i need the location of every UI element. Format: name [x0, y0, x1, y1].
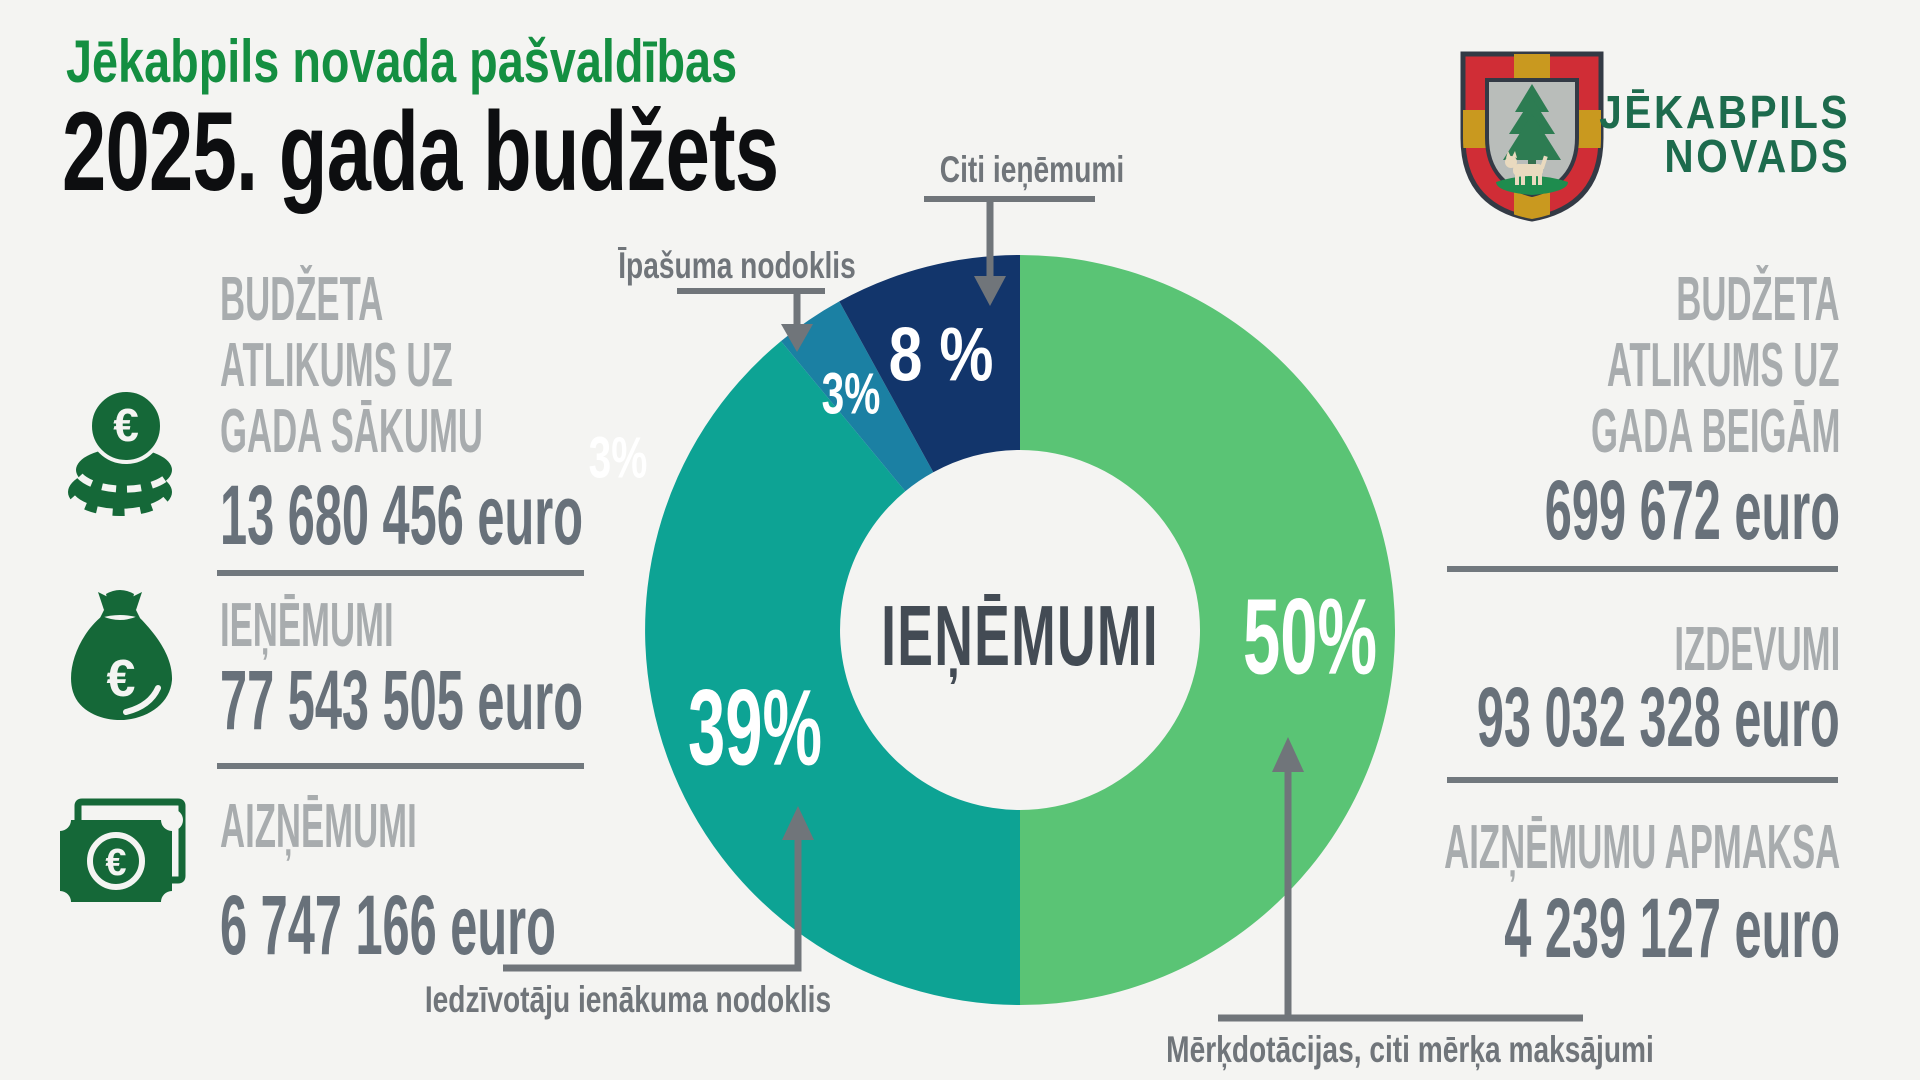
left-item-3-value: 6 747 166 euro [220, 878, 556, 972]
right-item-1-value: 699 672 euro [1544, 463, 1840, 557]
annotation-ipasuma-nodoklis: Īpašuma nodoklis [618, 245, 856, 286]
page-title: 2025. gada budžets [62, 89, 779, 214]
callout-underline [677, 288, 825, 294]
lynx-figure [1505, 151, 1548, 185]
right-item-2-value: 93 032 328 euro [1477, 670, 1840, 764]
arrowheads [781, 276, 1304, 840]
annotation-citi-ienemumi: Citi ieņēmumi [939, 149, 1125, 190]
slice-label-50: 50% [1242, 575, 1378, 697]
left-item-1-value: 13 680 456 euro [220, 468, 583, 562]
left-item-3-label: AIZŅĒMUMI [220, 792, 417, 861]
annotation-merkdotacijas: Mērķdotācijas, citi mērķa maksājumi [1166, 1029, 1654, 1070]
page-subtitle: Jēkabpils novada pašvaldības [66, 28, 738, 95]
callout-underline [924, 196, 1095, 202]
arrowhead-down [974, 276, 1006, 306]
right-item-1-label: BUDŽETA ATLIKUMS UZ GADA BEIGĀM [1590, 265, 1840, 466]
annotation-iedzivotaju-nodoklis: Iedzīvotāju ienākuma nodoklis [424, 979, 832, 1020]
arrowhead-up [782, 806, 814, 840]
logo-line-2: NOVADS [1663, 130, 1850, 182]
euro-symbol: € [107, 650, 136, 708]
right-item-2-label: IZDEVUMI [1674, 615, 1840, 684]
slice-citi-ienemumi [839, 255, 1020, 473]
slice-label-39: 39% [687, 666, 823, 788]
coins-icon: € [68, 388, 172, 517]
slice-merkdotacijas [1020, 255, 1395, 1005]
callout-arrows [503, 202, 1583, 1022]
euro-symbol: € [105, 842, 126, 884]
right-item-3-value: 4 239 127 euro [1504, 881, 1840, 975]
slice-iedzivotaju-nodoklis [645, 341, 1020, 1006]
slice-ipasuma-nodoklis [781, 301, 934, 492]
slice-label-8: 8 % [888, 312, 994, 398]
arrow-merkdotacijas [1218, 768, 1583, 1022]
banknote-icon: € [60, 798, 186, 910]
right-item-3-label: AIZŅĒMUMU APMAKSA [1443, 813, 1840, 882]
divider [1447, 777, 1838, 783]
coat-of-arms-icon [1460, 51, 1604, 222]
arrowhead-up [1272, 737, 1304, 772]
logo-line-1: JĒKABPILS [1599, 86, 1850, 138]
left-item-1-label: BUDŽETA ATLIKUMS UZ GADA SĀKUMU [220, 265, 483, 466]
chart-center-label: IEŅĒMUMI [881, 589, 1159, 684]
left-item-2-value: 77 543 505 euro [220, 653, 583, 747]
money-bag-icon: € [71, 590, 173, 720]
arrowhead-down [781, 324, 813, 352]
divider [217, 763, 584, 769]
stray-slice-label-3: 3% [588, 425, 648, 491]
arrow-iedzivotaju-nodoklis [503, 836, 802, 972]
divider [1447, 566, 1838, 572]
municipality-name: JĒKABPILS NOVADS [1565, 86, 1850, 182]
left-item-2-label: IEŅĒMUMI [220, 591, 394, 660]
divider [217, 570, 584, 576]
slice-label-3: 3% [821, 361, 881, 427]
euro-symbol: € [113, 399, 139, 451]
